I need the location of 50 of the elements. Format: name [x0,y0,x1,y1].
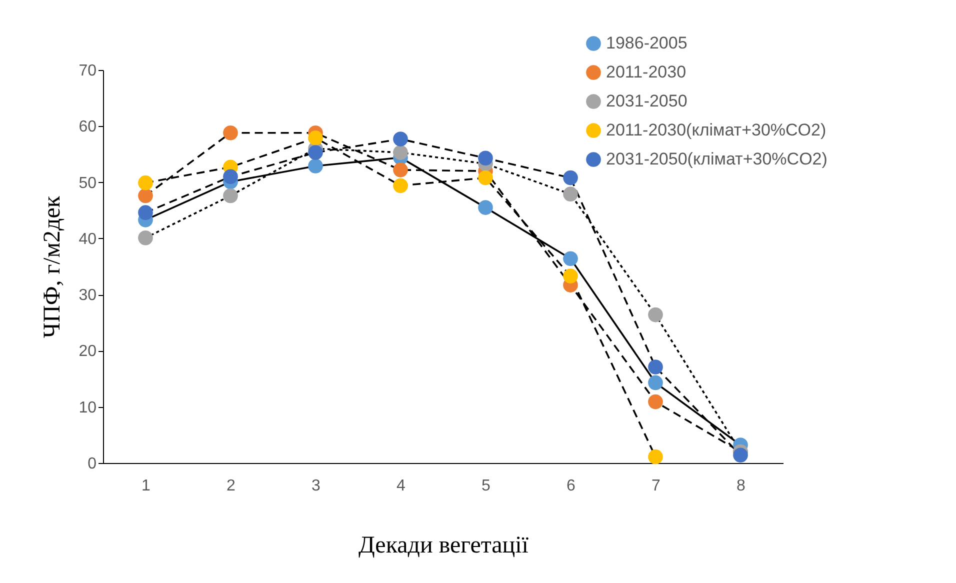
x-tick-label: 4 [396,478,406,494]
point [308,145,323,160]
point [393,132,408,146]
point [563,170,578,186]
point [648,307,663,322]
point [223,125,238,140]
legend-label: 2031-2050 [606,92,688,110]
point [138,230,153,246]
y-tick-label: 60 [78,118,97,136]
x-tick-label: 1 [142,478,151,494]
y-tick-label: 70 [78,62,97,80]
legend-label: 2011-2030(клімат+30%CO2) [606,120,826,140]
y-tick-label: 10 [78,399,97,416]
point [648,394,663,410]
y-axis-title: ЧПФ, г/м2дек [40,196,66,338]
point [478,170,493,186]
legend-label: 2011-2030 [606,62,686,82]
y-tick-label: 20 [78,343,97,360]
point [563,186,578,202]
point [138,188,153,204]
point [138,205,153,220]
point [223,169,238,184]
point [308,158,323,174]
point [308,130,323,146]
point [138,175,153,190]
point [648,360,663,374]
point [223,188,238,204]
point [393,145,408,160]
point [648,449,663,464]
y-tick-label: 40 [78,230,97,248]
legend-label: 1986-2005 [606,34,688,52]
x-tick-label: 5 [482,478,491,494]
y-tick-label: 30 [78,287,97,304]
point [563,268,578,284]
point [733,448,748,463]
y-tick-label: 50 [78,174,97,192]
point [563,251,578,266]
x-tick-label: 3 [312,478,321,494]
y-tick-label: 0 [88,456,97,472]
legend-label: 2031-2050(клімат+30%CO2) [606,150,828,168]
point [393,162,408,178]
point [648,375,663,390]
point [393,178,408,194]
x-axis-title: Декади вегетації [358,532,529,558]
point [478,200,493,215]
x-tick-label: 7 [652,478,661,494]
x-tick-label: 8 [736,478,746,494]
x-tick-label: 2 [226,478,236,494]
x-tick-label: 6 [566,478,576,494]
point [478,150,493,166]
